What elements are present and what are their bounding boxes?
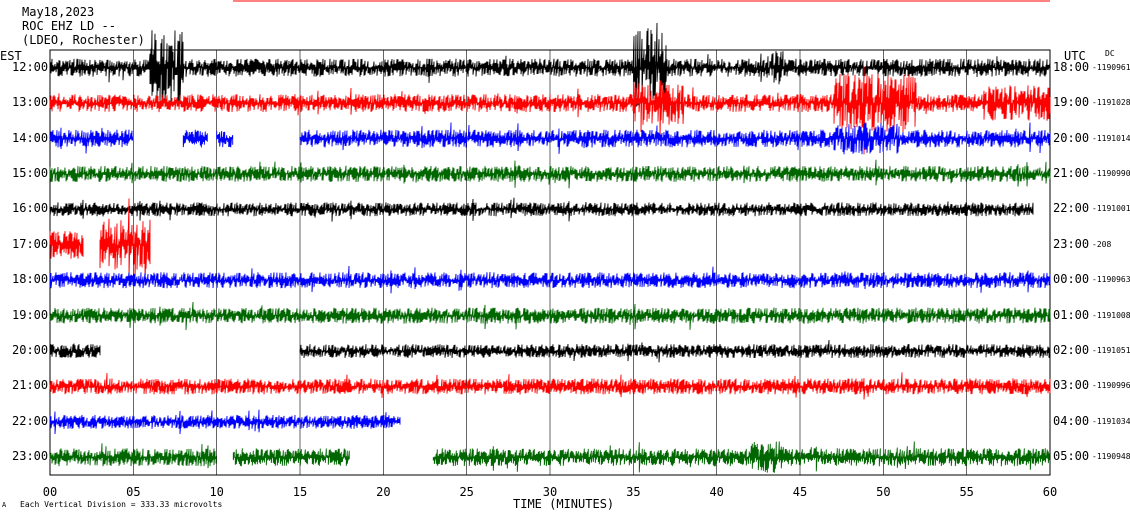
footer-note: Each Vertical Division = 333.33 microvol… [20,500,223,509]
est-row-label: 15:00 [12,165,49,180]
dc-offset-label: -1190948 [1092,452,1130,462]
utc-row-label: 02:00 [1053,343,1090,358]
trace-segment [182,129,208,148]
trace-1500 [49,159,1051,189]
utc-row-label: 00:00 [1053,272,1090,287]
trace-segment [99,198,151,285]
trace-segment [232,448,350,467]
header-date: May18,2023 [22,5,95,19]
x-tick-label: 55 [959,485,973,499]
est-row-label: 22:00 [12,413,49,428]
trace-2000 [49,340,1051,363]
x-tick-labels: 00 05 10 15 20 25 30 35 40 45 50 55 60 [43,485,1057,499]
utc-row-label: 20:00 [1053,130,1090,145]
utc-row-label: 23:00 [1053,236,1090,251]
est-row-label: 12:00 [12,59,49,74]
est-row-label: 18:00 [12,272,49,287]
est-row-label: 20:00 [12,343,49,358]
trace-segment [49,409,401,435]
x-axis-label: TIME (MINUTES) [513,497,615,511]
dc-offset-label: -208 [1092,239,1112,249]
trace-segment [49,301,1051,331]
trace-segment [49,159,1051,189]
trace-1400 [49,122,1051,155]
est-row-label: 19:00 [12,307,49,322]
trace-2200 [49,409,401,435]
est-row-label: 13:00 [12,95,49,110]
x-tick-label: 15 [293,485,307,499]
x-tick-label: 30 [543,485,557,499]
x-tick-label: 60 [1043,485,1057,499]
trace-segment [49,127,134,154]
utc-row-label: 03:00 [1053,378,1090,393]
est-row-label: 16:00 [12,201,49,216]
dc-offset-label: -1191028 [1092,98,1130,108]
utc-axis-label: UTC [1064,49,1086,63]
trace-segment [49,22,1051,108]
x-tick-label: 40 [709,485,723,499]
trace-2100 [49,372,1051,400]
header-network: (LDEO, Rochester) [22,33,145,47]
est-row-label: 23:00 [12,449,49,464]
x-tick-label: 45 [793,485,807,499]
est-axis-label: EST [0,49,22,63]
utc-row-label: 18:00 [1053,59,1090,74]
trace-segment [49,265,1051,294]
trace-segment [432,441,1050,473]
minute-gridlines [133,50,967,475]
x-tick-label: 25 [459,485,473,499]
utc-row-label: 05:00 [1053,449,1090,464]
trace-segment [49,231,84,259]
dc-offset-label: -1190961 [1092,62,1130,72]
x-tick-label: 20 [376,485,390,499]
x-tick-label: 05 [126,485,140,499]
trace-segment [49,66,1051,155]
header-station: ROC EHZ LD -- [22,19,116,33]
dc-offset-label: -1191014 [1092,133,1130,143]
trace-1300 [49,66,1051,155]
dc-offset-label: -1190990 [1092,168,1130,178]
utc-row-label: 21:00 [1053,165,1090,180]
dc-offset-label: -1190963 [1092,275,1130,285]
x-tick-label: 35 [626,485,640,499]
est-row-label: 21:00 [12,378,49,393]
x-tick-label: 00 [43,485,57,499]
x-tick-label: 50 [876,485,890,499]
est-row-label: 14:00 [12,130,49,145]
trace-segment [49,197,1034,222]
trace-1600 [49,197,1034,222]
dc-offset-label: -1191051 [1092,346,1130,356]
utc-row-label: 22:00 [1053,201,1090,216]
utc-row-label: 19:00 [1053,95,1090,110]
trace-1900 [49,301,1051,331]
dc-label: DC [1105,49,1115,58]
dc-offset-label: -1191008 [1092,310,1130,320]
utc-row-label: 04:00 [1053,413,1090,428]
trace-segment [216,130,234,148]
dc-offset-label: -1190996 [1092,381,1130,391]
x-tick-label: 10 [209,485,223,499]
utc-row-label: 01:00 [1053,307,1090,322]
est-row-label: 17:00 [12,236,49,251]
trace-2300 [49,441,1050,473]
trace-segment [49,443,217,469]
trace-segment [299,340,1051,363]
trace-1700 [49,198,151,285]
dc-offset-label: -1191001 [1092,204,1130,214]
trace-segment [49,343,101,359]
traces [49,22,1051,473]
footer-mark: A [2,501,7,509]
trace-1200 [49,22,1051,108]
trace-1800 [49,265,1051,294]
trace-segment [299,122,1051,155]
trace-segment [49,372,1051,400]
dc-offset-label: -1191034 [1092,416,1130,426]
